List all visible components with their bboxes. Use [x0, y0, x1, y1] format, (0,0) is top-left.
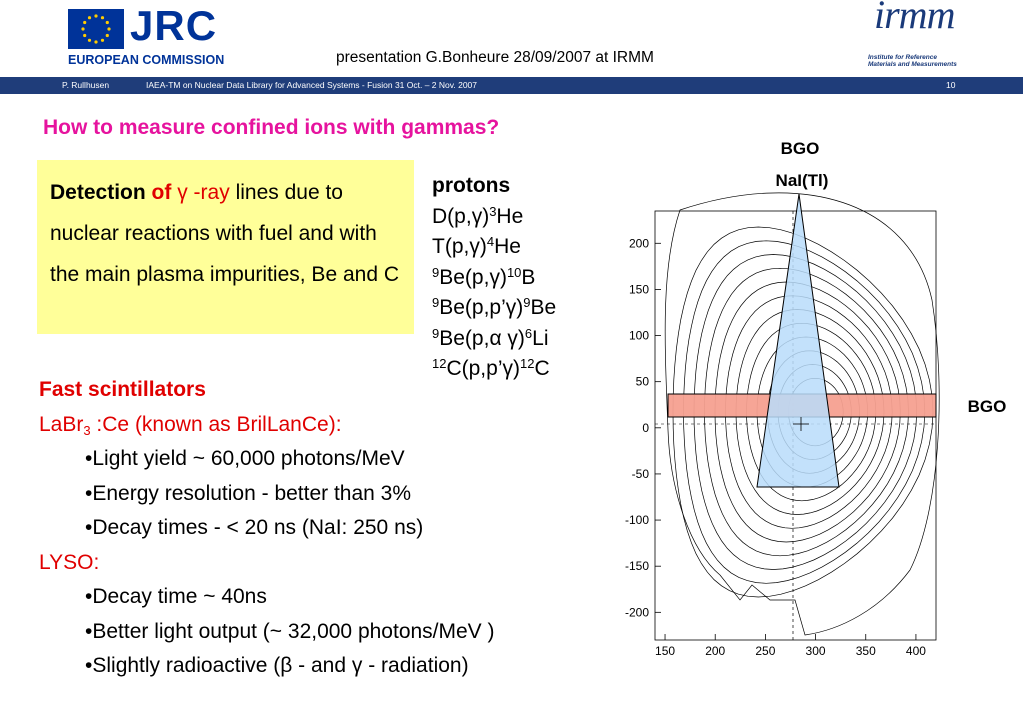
label-bgo-top: BGO — [781, 139, 820, 158]
eu-star-icon — [105, 20, 109, 25]
eu-flag-icon — [68, 9, 124, 49]
detection-word: Detection — [50, 181, 146, 204]
detection-of: of — [151, 181, 172, 204]
page-number: 10 — [946, 80, 956, 90]
jrc-name: JRC — [130, 2, 218, 49]
plasma-figure: BGO NaI(Tl) BGO 200 150 100 50 0 -50 -100 -150 -… — [610, 130, 1023, 660]
x-tick-label: 300 — [806, 644, 826, 658]
eu-star-icon — [94, 14, 98, 18]
eu-star-icon — [87, 38, 92, 42]
jrc-org-name: EUROPEAN COMMISSION — [68, 53, 225, 67]
y-tick-label: 0 — [642, 421, 649, 435]
x-axis: 150 200 250 300 350 400 — [655, 634, 926, 658]
bullet-light-output: •Better light output (~ 32,000 photons/M… — [85, 619, 495, 643]
labr-line: LaBr3 :Ce (known as BrilLanCe): — [39, 412, 342, 438]
x-tick-label: 250 — [755, 644, 775, 658]
eu-star-icon — [94, 40, 98, 44]
scintillators-heading: Fast scintillators — [39, 378, 206, 401]
y-tick-label: -200 — [625, 605, 649, 619]
bullet-light-yield: •Light yield ~ 60,000 photons/MeV — [85, 447, 405, 470]
reaction-d: D(p,γ)3He — [432, 203, 524, 228]
plot-frame — [654, 210, 937, 641]
eu-star-icon — [105, 33, 109, 38]
eu-star-icon — [81, 27, 85, 31]
eu-star-icon — [107, 27, 111, 31]
gamma-symbol: γ — [177, 181, 188, 204]
eu-star-icon — [83, 20, 87, 25]
nai-cone-detector — [756, 193, 840, 488]
presentation-title: presentation G.Bonheure 28/09/2007 at IR… — [336, 49, 654, 66]
slide-title: How to measure confined ions with gammas… — [43, 116, 500, 139]
reaction-be-li: 9Be(p,α γ)6Li — [432, 325, 549, 350]
reaction-c-c: 12C(p,p’γ)12C — [432, 356, 550, 380]
detection-text: lines due to nuclear reactions with fuel… — [50, 181, 399, 286]
y-tick-label: -100 — [625, 513, 649, 527]
event-banner: P. Rullhusen IAEA-TM on Nuclear Data Lib… — [0, 77, 1023, 94]
proton-reactions: protons D(p,γ)3He T(p,γ)4He 9Be(p,γ)10B … — [432, 171, 556, 385]
eu-star-icon — [83, 33, 87, 38]
irmm-subtitle-line-1: Institute for Reference — [868, 54, 937, 61]
eu-star-icon — [100, 38, 105, 42]
label-bgo-side: BGO — [968, 397, 1007, 416]
irmm-name: irmm — [874, 0, 955, 37]
ray-word: -ray — [193, 181, 230, 204]
bullet-energy-resolution: •Energy resolution - better than 3% — [85, 481, 412, 505]
bullet-decay-times: •Decay times - < 20 ns (NaI: 250 ns) — [85, 516, 424, 539]
y-tick-label: 150 — [629, 282, 649, 296]
irmm-logo: irmm Institute for Reference Materials a… — [868, 0, 968, 72]
detection-box: Detection of γ -ray lines due to nuclear… — [37, 160, 414, 334]
eu-star-icon — [87, 16, 92, 20]
reaction-be-be: 9Be(p,p’γ)9Be — [432, 295, 557, 319]
jrc-logo: JRC EUROPEAN COMMISSION — [68, 2, 224, 68]
irmm-subtitle: Institute for Reference Materials and Me… — [868, 54, 957, 68]
x-tick-label: 400 — [906, 644, 926, 658]
y-tick-label: 100 — [629, 329, 649, 343]
bullet-decay-time: •Decay time ~ 40ns — [85, 585, 267, 608]
protons-heading: protons — [432, 174, 511, 197]
y-tick-label: 200 — [629, 236, 649, 250]
label-nai: NaI(Tl) — [776, 171, 829, 190]
y-axis: 200 150 100 50 0 -50 -100 -150 -200 — [625, 236, 661, 619]
reaction-t: T(p,γ)4He — [432, 234, 521, 258]
y-tick-label: -150 — [625, 559, 649, 573]
x-tick-label: 350 — [856, 644, 876, 658]
vessel-boundary — [664, 192, 940, 636]
banner-author: P. Rullhusen — [62, 80, 110, 90]
y-tick-label: 50 — [636, 375, 650, 389]
reaction-be-b: 9Be(p,γ)10B — [432, 264, 536, 289]
banner-event: IAEA-TM on Nuclear Data Library for Adva… — [146, 80, 478, 90]
irmm-subtitle-line-2: Materials and Measurements — [868, 61, 957, 69]
x-tick-label: 150 — [655, 644, 675, 658]
scintillators-section: Fast scintillators LaBr3 :Ce (known as B… — [39, 373, 495, 684]
y-tick-label: -50 — [632, 467, 650, 481]
bullet-radioactive: •Slightly radioactive (β - and γ - radia… — [85, 654, 469, 677]
lyso-heading: LYSO: — [39, 550, 100, 574]
x-tick-label: 200 — [705, 644, 725, 658]
eu-star-icon — [100, 16, 105, 20]
